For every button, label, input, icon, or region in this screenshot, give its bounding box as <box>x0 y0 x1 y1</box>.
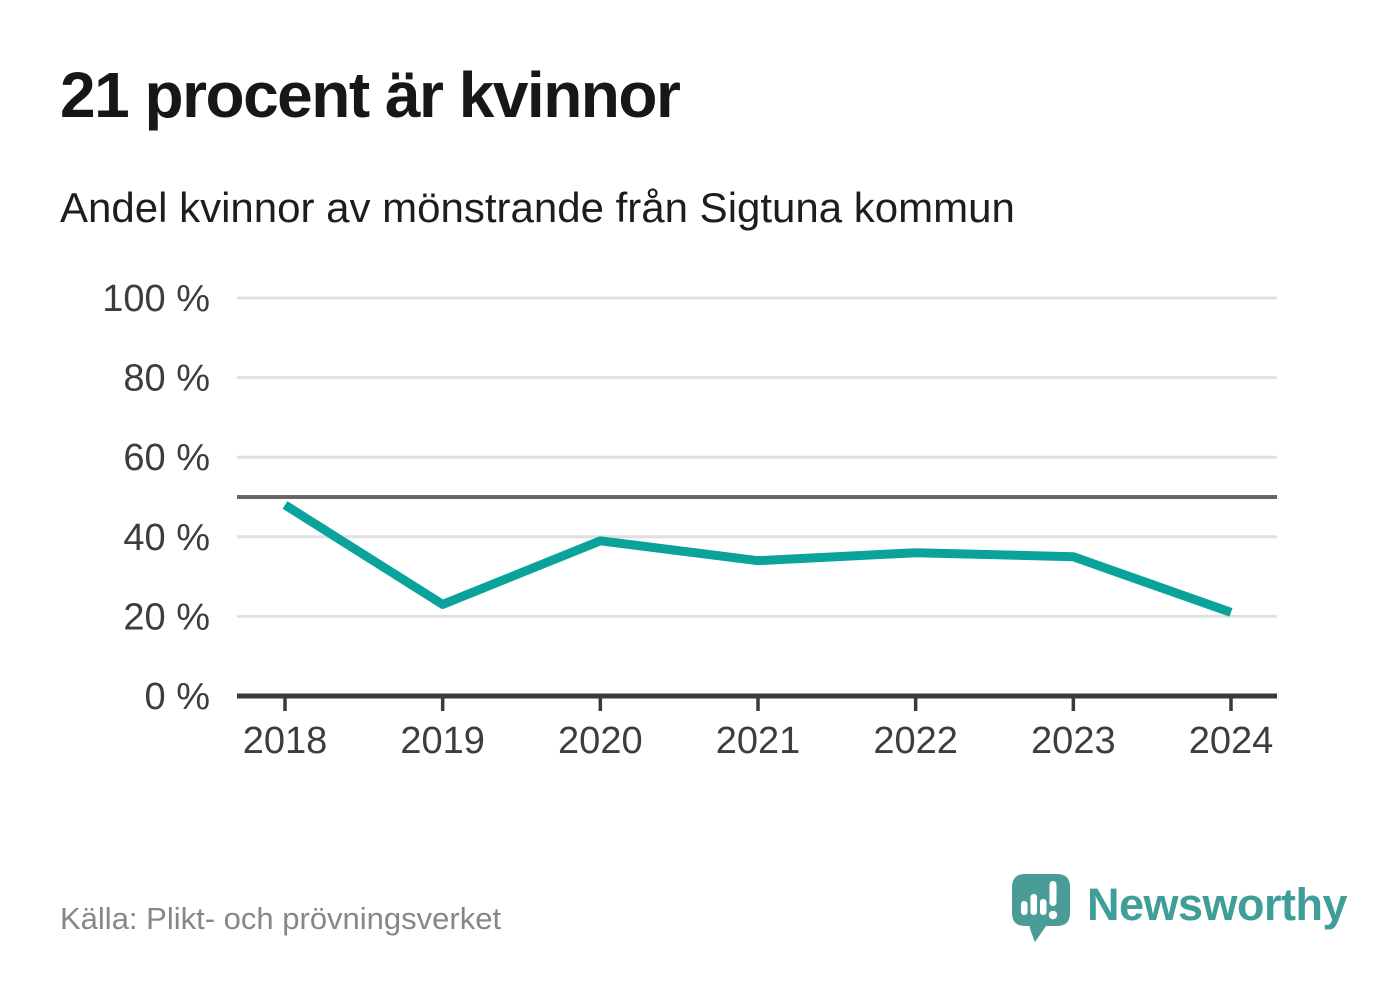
x-tick-label-2022: 2022 <box>873 720 958 762</box>
newsworthy-speech-bubble-bar-chart-icon <box>1012 874 1070 942</box>
y-tick-label-20: 20 % <box>123 596 210 638</box>
logo-exclamation-bar <box>1049 881 1057 906</box>
y-tick-label-60: 60 % <box>123 437 210 479</box>
logo-bar-2 <box>1030 894 1037 915</box>
logo-exclamation-dot <box>1048 910 1058 920</box>
page-title: 21 procent är kvinnor <box>60 59 681 131</box>
x-tick-label-2024: 2024 <box>1189 720 1274 762</box>
y-tick-label-80: 80 % <box>123 358 210 400</box>
x-tick-label-2021: 2021 <box>716 720 801 762</box>
x-tick-label-2023: 2023 <box>1031 720 1116 762</box>
chart-subtitle: Andel kvinnor av mönstrande från Sigtuna… <box>60 184 1015 231</box>
y-tick-label-0: 0 % <box>145 676 210 718</box>
x-tick-label-2020: 2020 <box>558 720 643 762</box>
y-tick-label-40: 40 % <box>123 517 210 559</box>
y-tick-label-100: 100 % <box>102 278 210 320</box>
x-tick-label-2019: 2019 <box>400 720 485 762</box>
brand-name: Newsworthy <box>1087 879 1348 930</box>
x-tick-label-2018: 2018 <box>243 720 328 762</box>
logo-bar-1 <box>1021 901 1028 915</box>
source-note: Källa: Plikt- och prövningsverket <box>60 901 502 936</box>
logo-bar-3 <box>1040 899 1047 915</box>
data-line-andel-kvinnor-av-m-nstrande <box>282 501 1233 617</box>
newsworthy-logo: Newsworthy <box>1012 874 1348 944</box>
